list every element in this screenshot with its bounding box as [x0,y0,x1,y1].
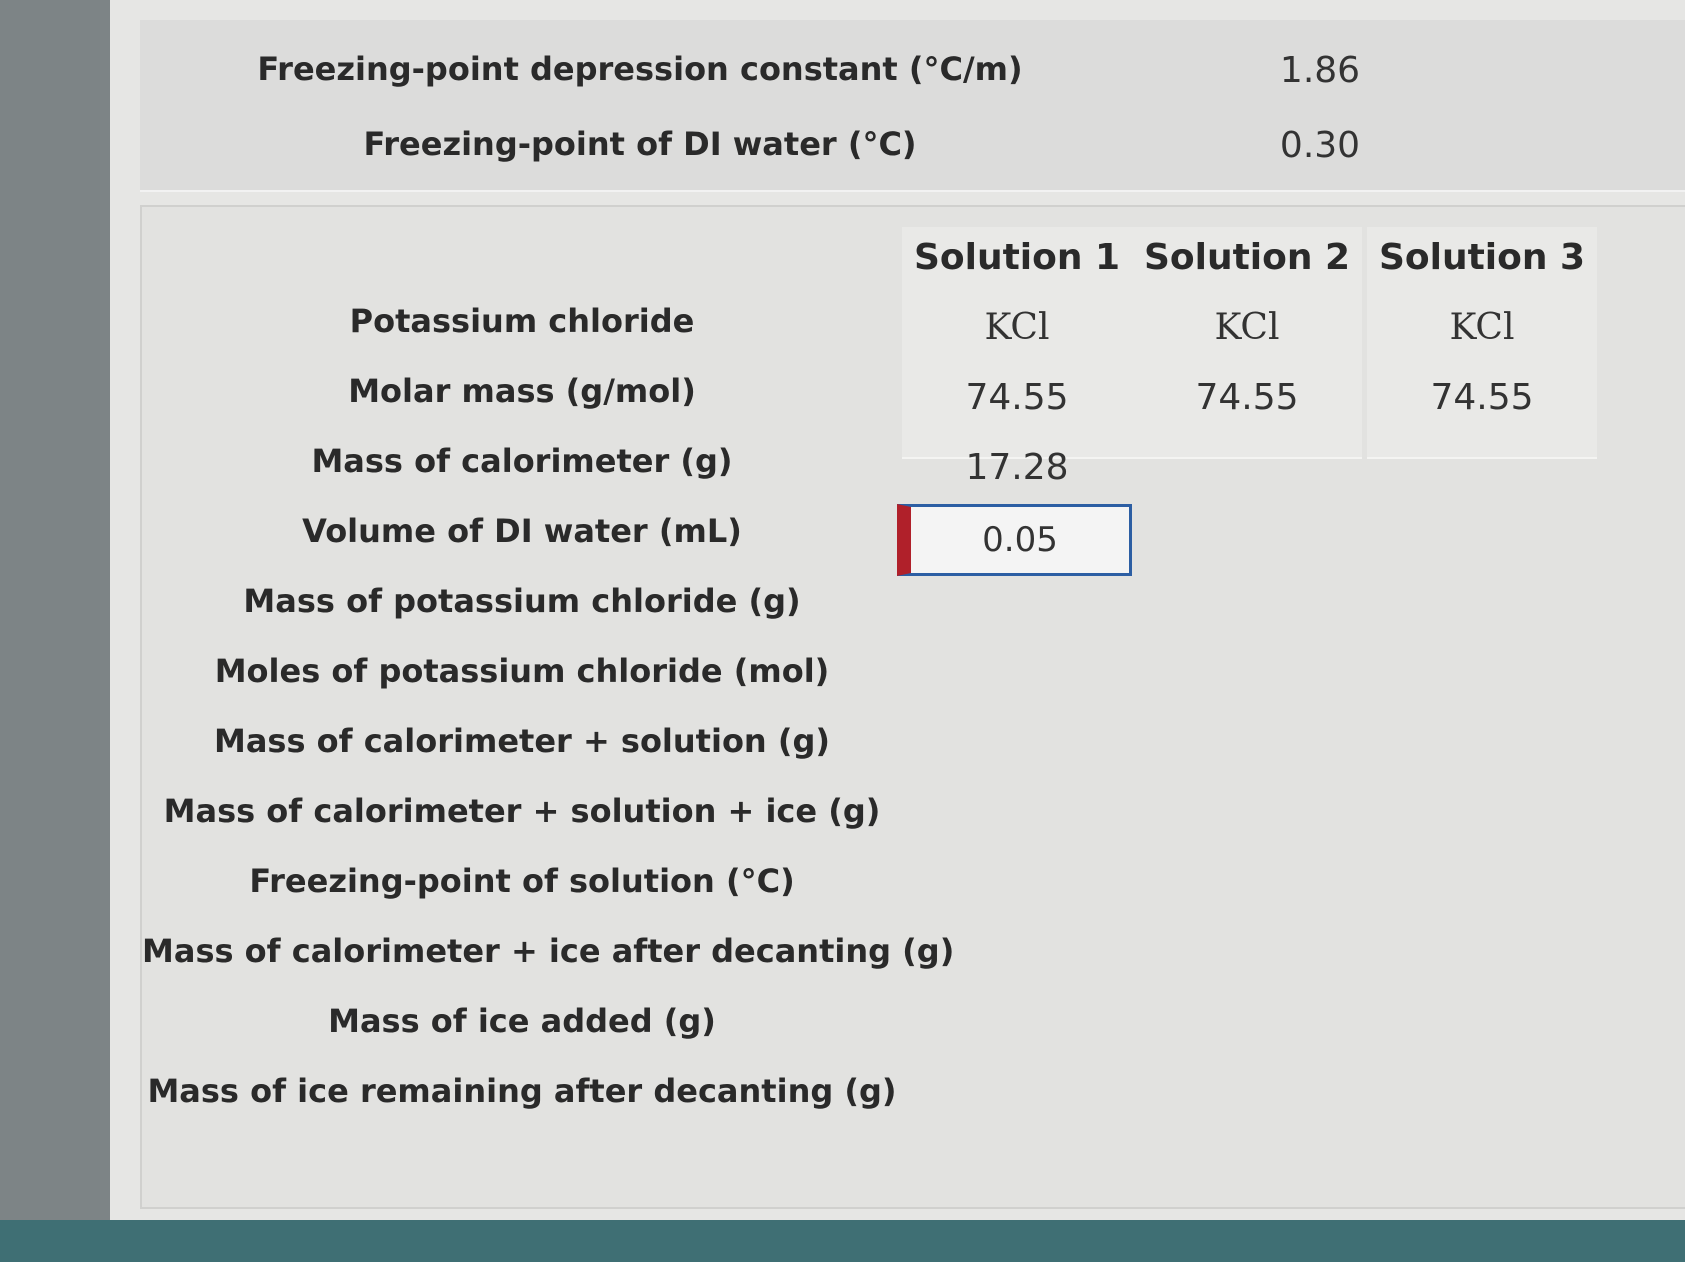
value-input[interactable] [897,504,1132,576]
row-label: Moles of potassium chloride (mol) [214,652,830,690]
data-table: Solution 1 Solution 2 Solution 3 Potassium … [140,205,1685,1209]
column-header: Solution 2 [1143,237,1351,278]
row-label: Volume of DI water (mL) [302,512,742,550]
constant-value: 1.86 [1279,50,1361,91]
cell-value: KCl [1449,307,1515,348]
column-cell [1132,227,1362,459]
column-header: Solution 3 [1378,237,1586,278]
cell-value: 74.55 [965,377,1069,418]
row-label: Potassium chloride [349,302,695,340]
row-label: Freezing-point of solution (°C) [249,862,795,900]
cell-value: KCl [1214,307,1280,348]
constant-label: Freezing-point depression constant (°C/m… [257,50,1023,88]
row-label: Mass of calorimeter + solution + ice (g) [163,792,881,830]
constants-panel: Freezing-point depression constant (°C/m… [140,20,1685,192]
cell-value: 74.55 [1430,377,1534,418]
cell-value: 17.28 [965,447,1069,488]
column-header: Solution 1 [913,237,1121,278]
row-label: Mass of calorimeter + ice after decantin… [142,932,955,970]
row-label: Mass of calorimeter (g) [311,442,733,480]
column-cell [902,227,1132,459]
screen: Freezing-point depression constant (°C/m… [110,0,1685,1220]
row-label: Mass of calorimeter + solution (g) [213,722,830,760]
row-label: Mass of ice remaining after decanting (g… [147,1072,897,1110]
row-label: Molar mass (g/mol) [348,372,696,410]
row-label: Mass of ice added (g) [328,1002,716,1040]
column-cell [1367,227,1597,459]
cell-value: KCl [984,307,1050,348]
constant-value: 0.30 [1279,125,1361,166]
taskbar [0,1220,1685,1262]
row-label: Mass of potassium chloride (g) [243,582,801,620]
cell-value: 74.55 [1195,377,1299,418]
constant-label: Freezing-point of DI water (°C) [363,125,917,163]
